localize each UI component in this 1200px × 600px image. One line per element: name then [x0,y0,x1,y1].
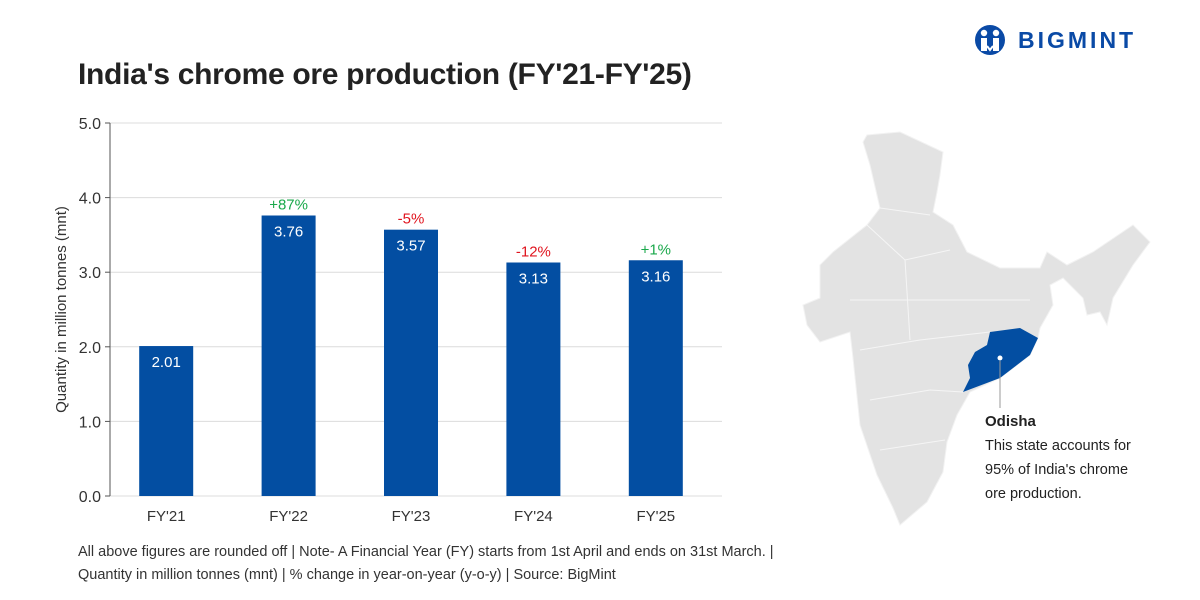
footnote-line-2: Quantity in million tonnes (mnt) | % cha… [78,567,616,583]
x-tick-label: FY'22 [269,508,308,525]
callout-line: 95% of India's chrome [985,462,1129,478]
bar-value-label: 2.01 [152,354,181,371]
y-axis-label: Quantity in million tonnes (mnt) [53,206,70,413]
y-tick-label: 5.0 [79,116,101,133]
state-borders [850,207,1030,451]
y-tick-label: 2.0 [79,340,101,357]
odisha-callout: Odisha This state accounts for 95% of In… [985,410,1131,506]
bar [506,262,561,496]
bar [628,260,683,496]
bigmint-logo-icon [975,25,1005,55]
odisha-marker [997,355,1003,361]
bar-value-label: 3.13 [519,271,548,288]
y-tick-label: 0.0 [79,489,101,506]
bar-chart: 0.0 1.0 2.0 3.0 4.0 5.0 Quantity in million to… [53,116,722,525]
bar-value-label: 3.76 [274,224,303,241]
x-tick-label: FY'24 [514,508,553,525]
change-label: -12% [516,244,551,261]
x-tick-label: FY'23 [392,508,431,525]
brand-name: BIGMINT [1018,26,1137,53]
y-tick-label: 3.0 [79,265,101,282]
page-title: India's chrome ore production (FY'21-FY'… [78,58,692,91]
bar [261,215,316,496]
x-tick-label: FY'25 [636,508,675,525]
change-label: +1% [641,241,671,258]
bar [139,346,194,496]
india-outline [802,131,1151,526]
x-tick-label: FY'21 [147,508,186,525]
footnote-line-1: All above figures are rounded off | Note… [78,544,774,560]
callout-title: Odisha [985,413,1036,430]
bar-value-label: 3.57 [396,238,425,255]
y-tick-label: 1.0 [79,414,101,431]
y-tick-label: 4.0 [79,191,101,208]
change-label: -5% [398,211,425,228]
bar-value-label: 3.16 [641,268,670,285]
callout-line: ore production. [985,486,1082,502]
bar [384,229,438,497]
callout-line: This state accounts for [985,438,1131,454]
footnote: All above figures are rounded off | Note… [78,541,774,587]
bigmint-logo: BIGMINT [972,24,1136,56]
change-label: +87% [269,197,308,214]
